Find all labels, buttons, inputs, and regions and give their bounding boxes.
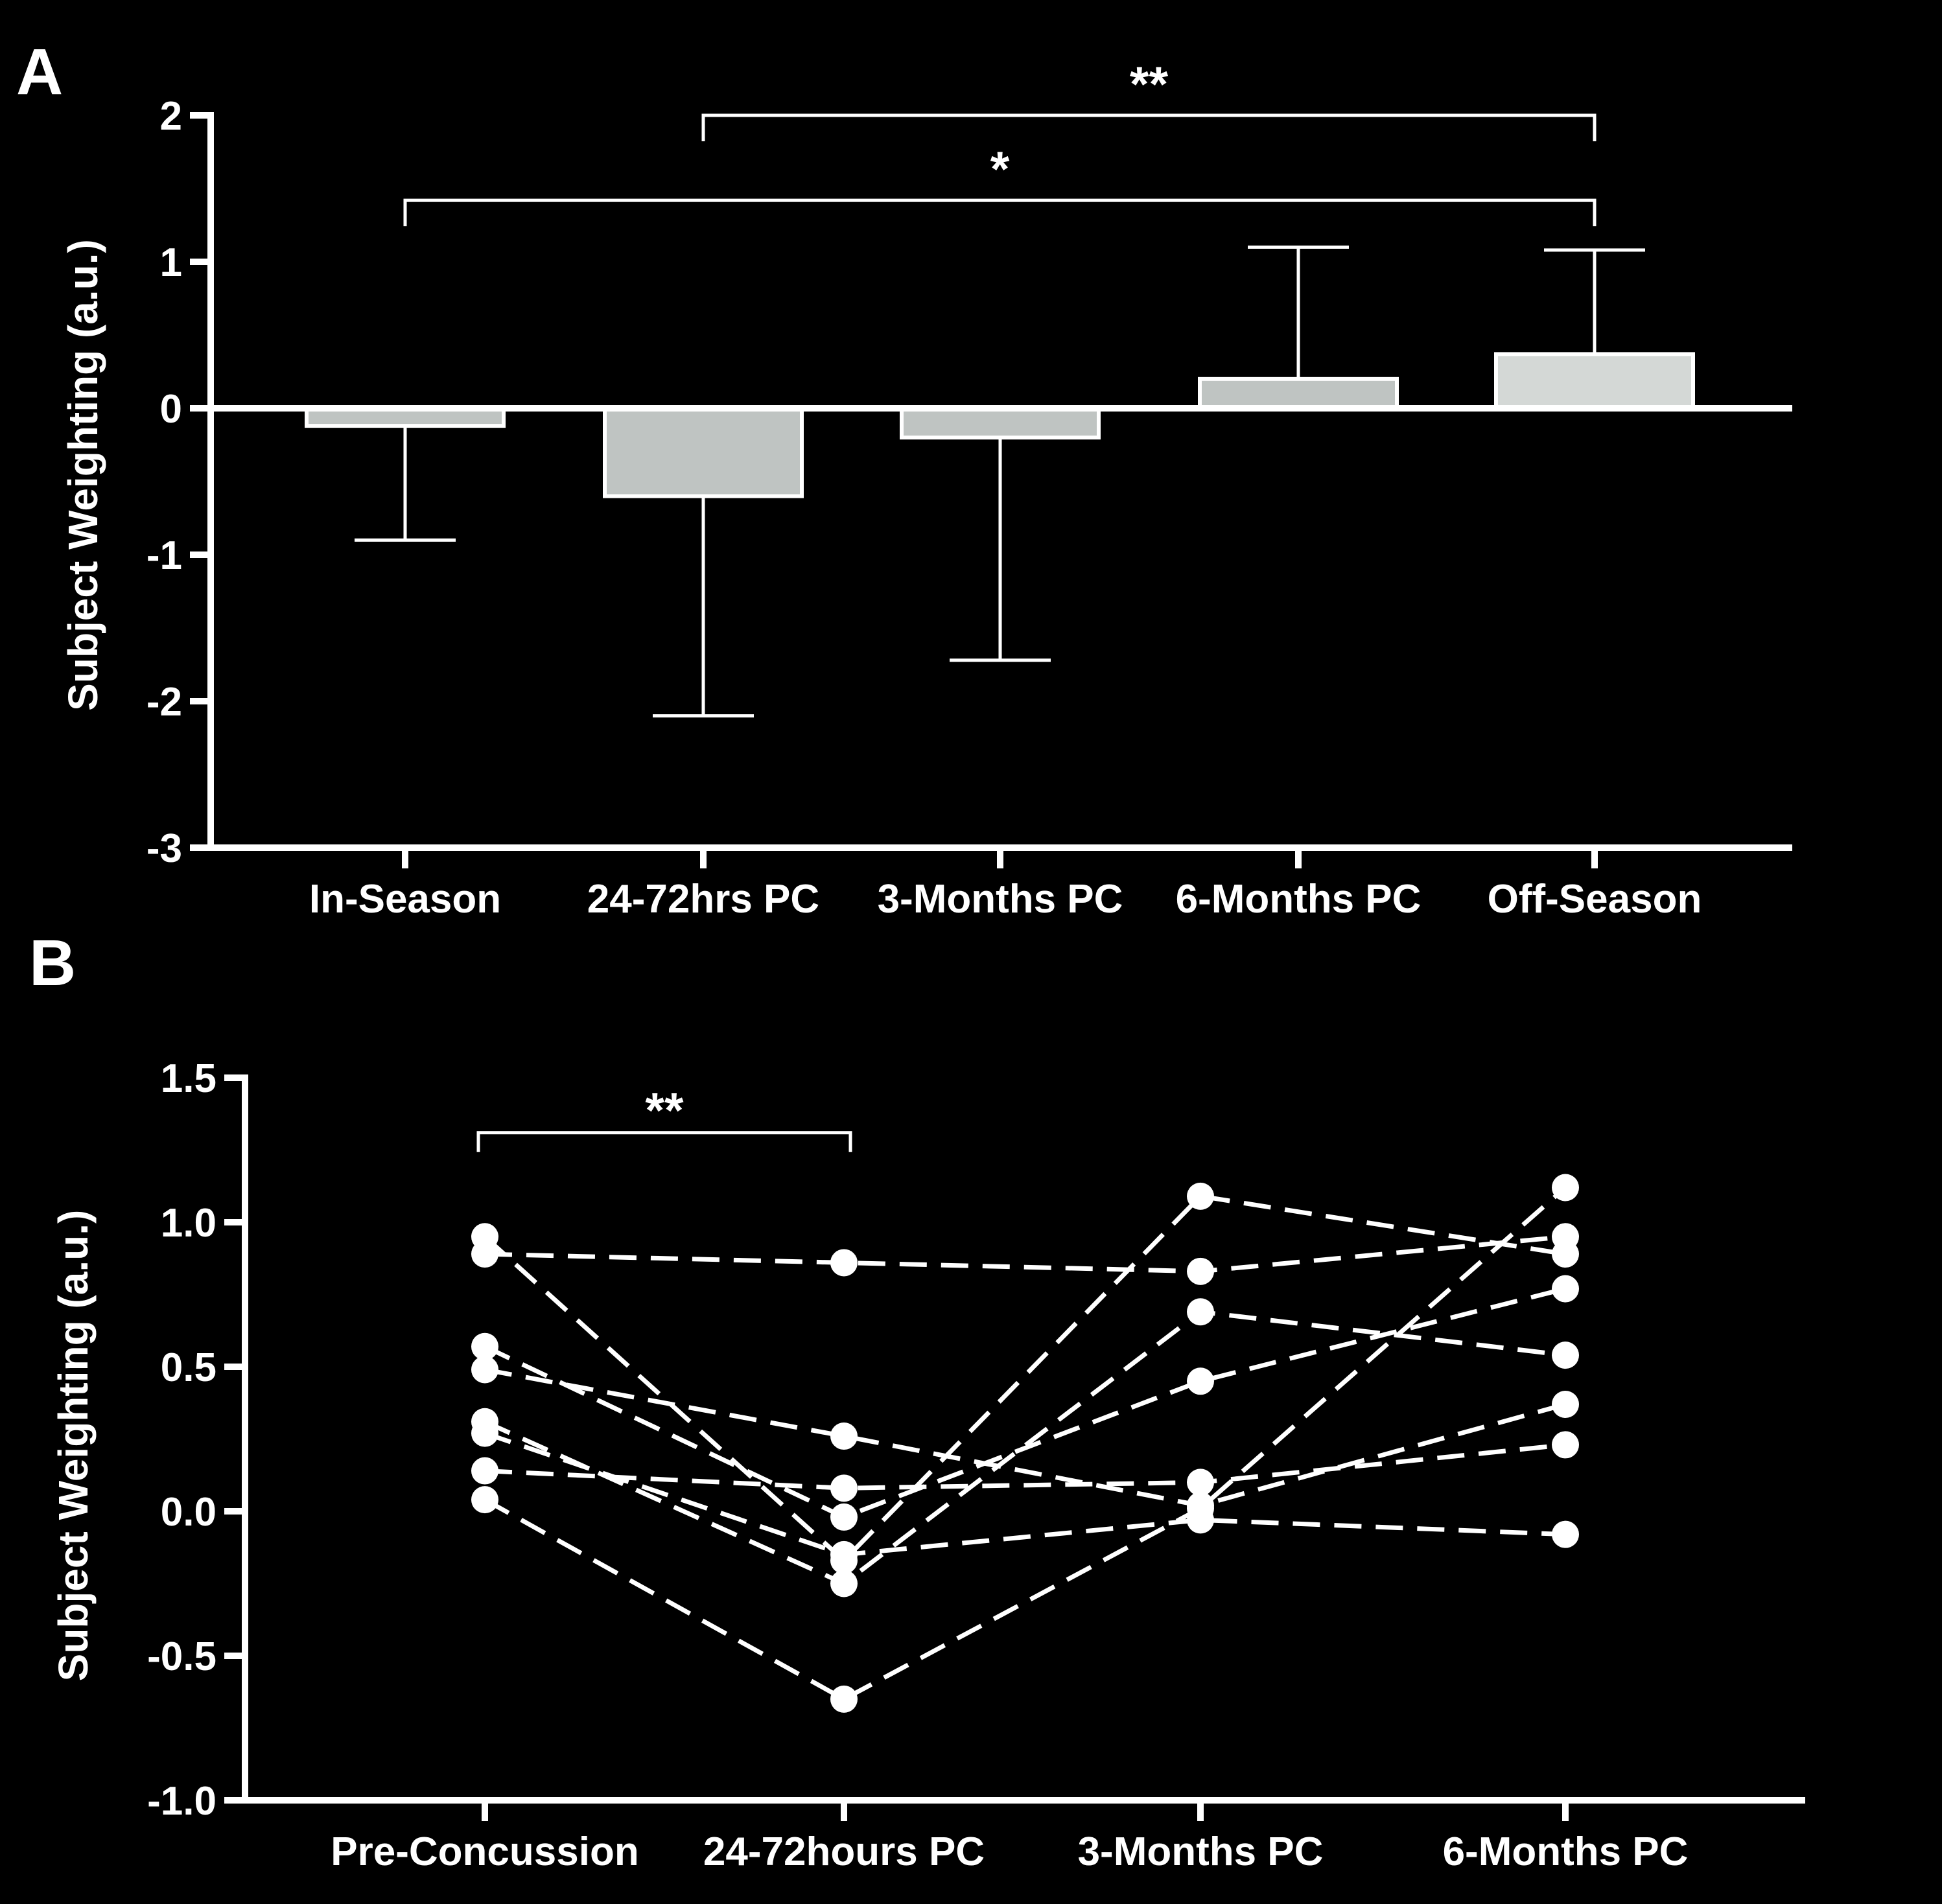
- panel-a-y-axis-title: Subject Weighting (a.u.): [60, 239, 106, 711]
- panel-b-series-line: [484, 1431, 1566, 1557]
- panel-b-data-point: [830, 1503, 858, 1531]
- panel-a-significance-label: **: [1130, 57, 1169, 112]
- panel-b-data-point: [1552, 1431, 1579, 1459]
- panel-a-bar: [900, 406, 1101, 440]
- panel-b-data-point: [471, 1486, 498, 1514]
- panel-b-y-tick-label: 1.0: [161, 1201, 216, 1246]
- panel-b-data-point: [1187, 1298, 1214, 1326]
- panel-a-x-tick-label: Off-Season: [1488, 877, 1702, 922]
- panel-a-y-tick-label: -3: [146, 826, 182, 871]
- panel-b-data-point: [471, 1332, 498, 1360]
- panel-b-data-point: [830, 1540, 858, 1568]
- panel-a: A 2 1 0 -1 -2 -3 In-Season 24-72hrs PC 3-Months P…: [16, 36, 1792, 922]
- panel-a-letter: A: [16, 36, 63, 108]
- panel-a-bar: [1198, 377, 1399, 410]
- panel-b-x-tick-label: 24-72hours PC: [703, 1829, 985, 1874]
- panel-b-data-point: [830, 1474, 858, 1502]
- panel-b-y-tick-label: 0.5: [161, 1345, 216, 1390]
- panel-b-data-point: [1187, 1182, 1214, 1210]
- panel-a-y-tick-label: 2: [160, 94, 182, 139]
- panel-b-data-point: [830, 1249, 858, 1277]
- panel-b-series-line: [484, 1367, 1566, 1508]
- panel-a-x-tick-label: In-Season: [309, 877, 501, 922]
- panel-a-y-tick-label: -1: [146, 533, 182, 578]
- panel-b-x-tick-label: 3-Months PC: [1078, 1829, 1324, 1874]
- panel-b-y-tick-label: 1.5: [161, 1056, 216, 1101]
- panel-b-series-line: [483, 1194, 1566, 1564]
- panel-b-data-point: [1187, 1257, 1214, 1285]
- panel-b-data-point: [830, 1422, 858, 1450]
- panel-b-x-tick-label: Pre-Concussion: [331, 1829, 638, 1874]
- panel-b: B 1.5 1.0 0.5 0.0 -0.5 -1.0 Pre-Concussion 24-72…: [29, 927, 1805, 1874]
- panel-b-y-tick-label: -0.5: [147, 1634, 216, 1679]
- panel-b-data-point: [1552, 1341, 1579, 1369]
- panel-b-data-point: [1552, 1390, 1579, 1418]
- panel-a-y-tick-label: 0: [160, 387, 182, 432]
- panel-b-letter: B: [29, 927, 76, 999]
- panel-b-series-line: [484, 1442, 1566, 1491]
- panel-a-y-tick-label: 1: [160, 240, 182, 285]
- panel-a-significance-label: *: [990, 142, 1010, 197]
- panel-b-y-tick-label: -1.0: [147, 1779, 216, 1824]
- panel-b-series-line: [484, 1286, 1566, 1520]
- panel-b-data-point: [471, 1457, 498, 1485]
- panel-b-x-tick-label: 6-Months PC: [1443, 1829, 1689, 1874]
- panel-b-data-point: [830, 1685, 858, 1713]
- panel-a-significance-bracket: [403, 198, 1597, 227]
- panel-b-data-point: [471, 1419, 498, 1447]
- panel-a-significance-bracket: [701, 113, 1597, 141]
- panel-b-data-point: [471, 1356, 498, 1384]
- panel-b-data-point: [1552, 1275, 1579, 1303]
- panel-b-data-point: [1552, 1520, 1579, 1548]
- panel-b-series-line: [484, 1234, 1566, 1274]
- panel-b-data-point: [1187, 1469, 1214, 1496]
- panel-b-significance-label: **: [645, 1084, 684, 1139]
- panel-a-x-tick-label: 24-72hrs PC: [587, 877, 819, 922]
- panel-b-series-line: [484, 1185, 1567, 1702]
- panel-b-data-point: [830, 1570, 858, 1597]
- panel-b-y-axis-title: Subject Weighting (a.u.): [50, 1210, 97, 1682]
- panel-b-data-point: [1187, 1367, 1214, 1395]
- panel-a-bar: [1494, 352, 1695, 411]
- panel-a-bar: [603, 406, 804, 498]
- panel-a-x-tick-label: 6-Months PC: [1176, 877, 1421, 922]
- panel-b-data-point: [1552, 1223, 1579, 1251]
- panel-b-data-point: [471, 1240, 498, 1268]
- panel-b-data-point: [1187, 1494, 1214, 1522]
- panel-b-significance-bracket: [476, 1131, 852, 1152]
- panel-a-x-tick-label: 3-Months PC: [878, 877, 1123, 922]
- panel-b-y-tick-label: 0.0: [161, 1490, 216, 1535]
- panel-a-y-tick-label: -2: [146, 680, 182, 725]
- panel-b-data-point: [1552, 1174, 1579, 1202]
